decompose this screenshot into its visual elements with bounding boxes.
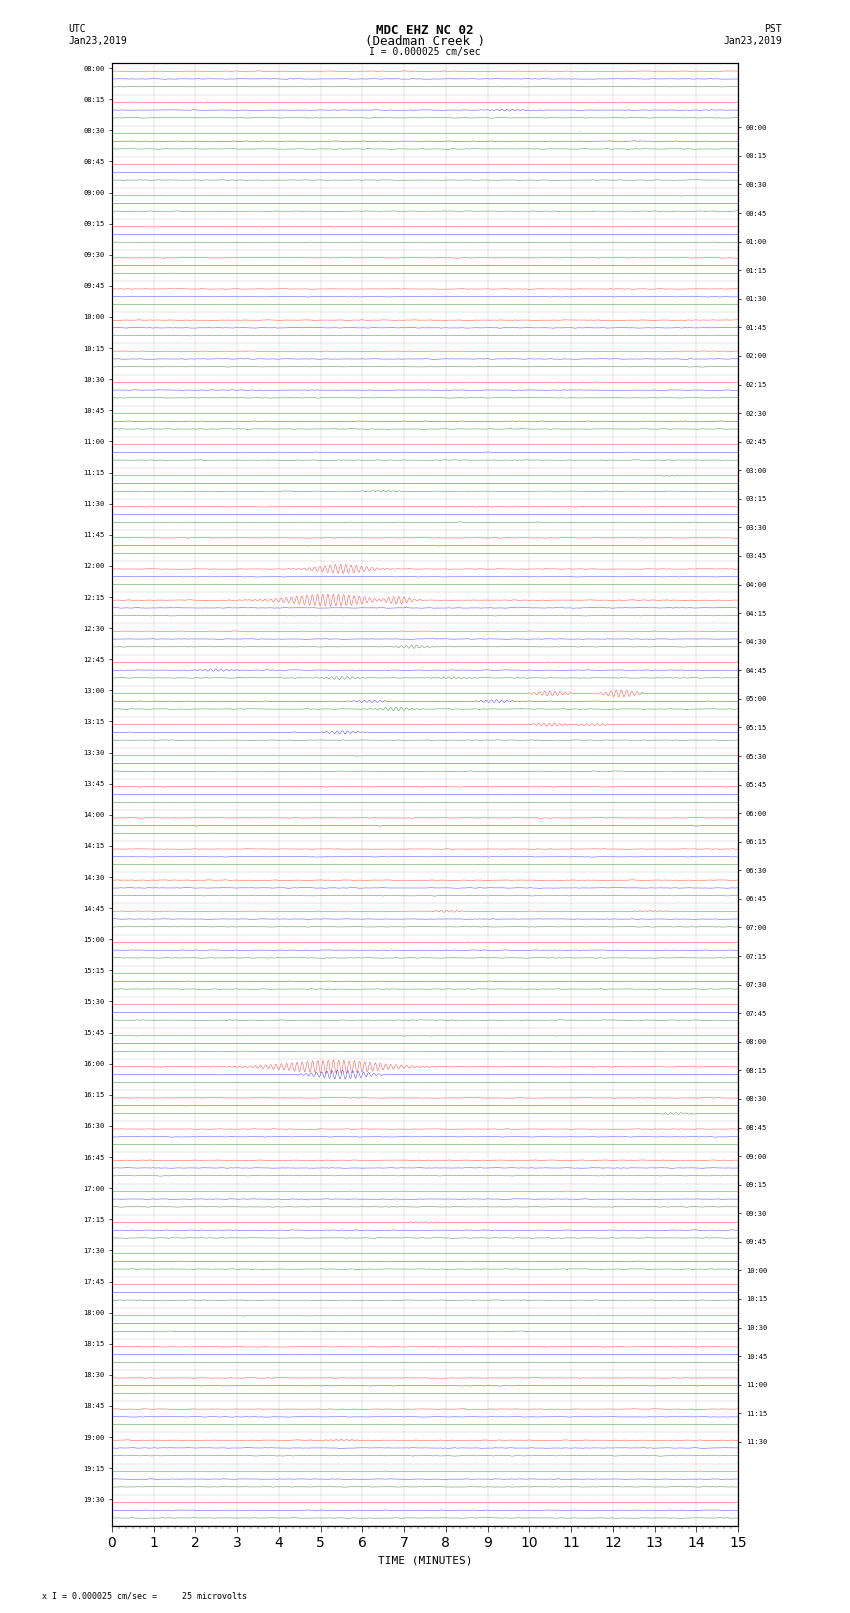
Text: I = 0.000025 cm/sec: I = 0.000025 cm/sec: [369, 47, 481, 56]
Text: MDC EHZ NC 02: MDC EHZ NC 02: [377, 24, 473, 37]
Text: x I = 0.000025 cm/sec =     25 microvolts: x I = 0.000025 cm/sec = 25 microvolts: [42, 1590, 247, 1600]
Text: (Deadman Creek ): (Deadman Creek ): [365, 35, 485, 48]
X-axis label: TIME (MINUTES): TIME (MINUTES): [377, 1557, 473, 1566]
Text: PST
Jan23,2019: PST Jan23,2019: [723, 24, 782, 45]
Text: UTC
Jan23,2019: UTC Jan23,2019: [68, 24, 127, 45]
